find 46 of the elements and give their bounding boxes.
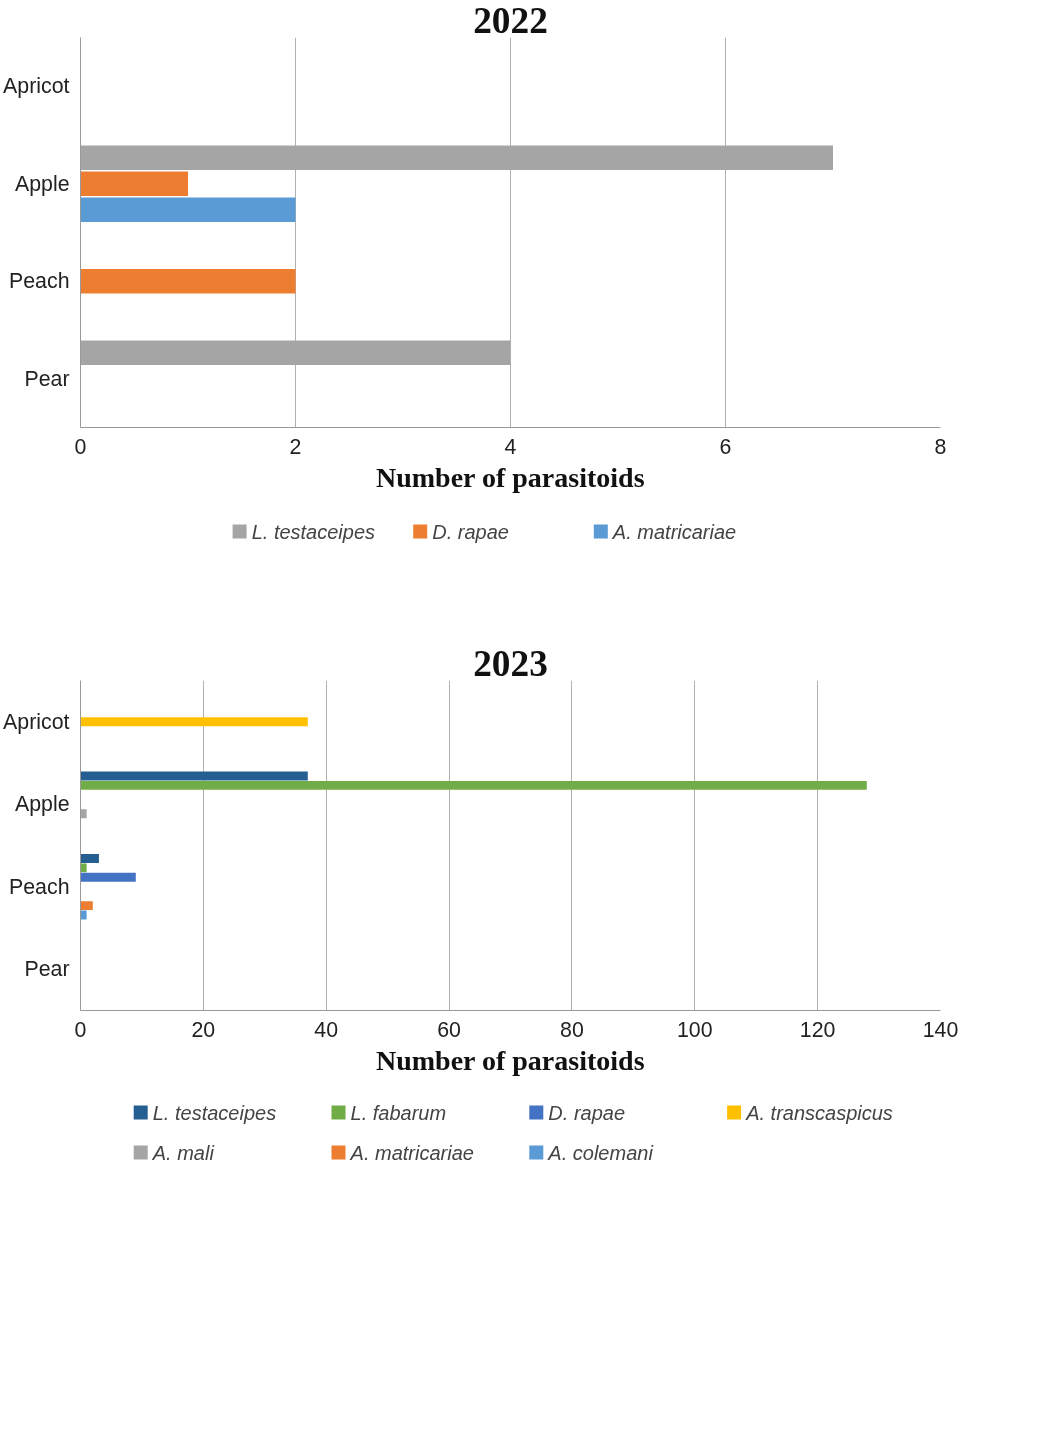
bar xyxy=(80,872,136,882)
x-tick-label: 0 xyxy=(74,1017,87,1042)
x-tick-label: 0 xyxy=(74,434,87,459)
chart-title: 2022 xyxy=(473,0,548,41)
legend-label: A. transcaspicus xyxy=(745,1101,893,1124)
bar xyxy=(80,901,93,911)
bar xyxy=(80,197,296,223)
bar xyxy=(80,853,99,863)
bar xyxy=(80,171,188,197)
y-tick-label: Peach xyxy=(9,269,70,294)
x-tick-label: 8 xyxy=(934,434,947,459)
legend-label: L. fabarum xyxy=(350,1101,447,1124)
x-tick-label: 6 xyxy=(719,434,732,459)
y-tick-label: Apricot xyxy=(3,709,70,734)
y-tick-label: Apricot xyxy=(3,74,70,99)
bar xyxy=(80,910,87,920)
bar xyxy=(80,771,308,781)
x-axis-title: Number of parasitoids xyxy=(375,1044,645,1076)
y-tick-label: Pear xyxy=(24,366,70,391)
y-tick-label: Peach xyxy=(9,874,70,899)
legend-label: L. testaceipes xyxy=(152,1101,277,1124)
legend-label: A. colemani xyxy=(547,1141,654,1164)
y-tick-label: Apple xyxy=(14,171,70,196)
bar xyxy=(80,717,308,727)
legend-label: D. rapae xyxy=(432,520,509,543)
x-tick-label: 120 xyxy=(799,1017,836,1042)
x-tick-label: 40 xyxy=(314,1017,339,1042)
x-tick-label: 4 xyxy=(504,434,517,459)
legend-label: L. testaceipes xyxy=(251,520,376,543)
bar xyxy=(80,863,87,873)
x-tick-label: 80 xyxy=(560,1017,584,1042)
bar xyxy=(80,268,296,294)
legend-label: A. matricariae xyxy=(611,520,737,543)
x-tick-label: 100 xyxy=(676,1017,713,1042)
x-tick-label: 20 xyxy=(191,1017,216,1042)
chart-title: 2023 xyxy=(473,642,548,684)
bar xyxy=(80,780,867,790)
legend-label: A. matricariae xyxy=(349,1141,474,1164)
x-tick-label: 2 xyxy=(289,434,302,459)
y-tick-label: Pear xyxy=(24,957,70,982)
x-axis-title: Number of parasitoids xyxy=(375,461,645,493)
y-tick-label: Apple xyxy=(14,792,70,817)
legend-label: A. mali xyxy=(151,1141,215,1164)
legend-label: D. rapae xyxy=(548,1101,626,1124)
x-tick-label: 140 xyxy=(922,1017,959,1042)
x-tick-label: 60 xyxy=(437,1017,462,1042)
